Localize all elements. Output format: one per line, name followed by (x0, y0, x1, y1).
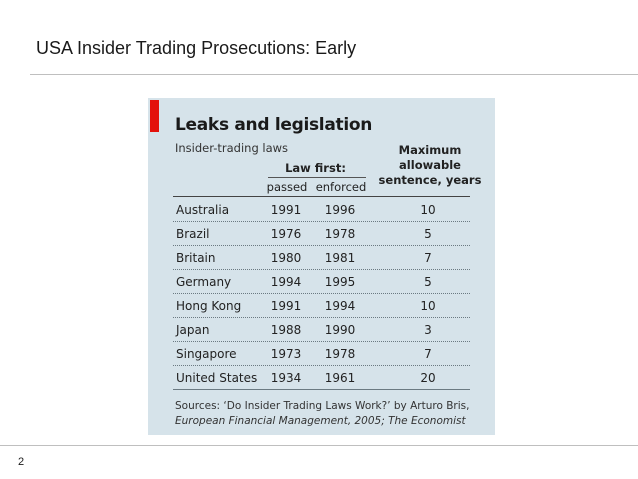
cell-enforced: 1995 (324, 275, 356, 289)
header-max-line1: Maximum (398, 143, 462, 157)
cell-max-sentence: 10 (420, 203, 436, 217)
cell-max-sentence: 10 (420, 299, 436, 313)
table-row: Britain 1980 1981 7 (173, 246, 470, 270)
graphic-subtitle: Insider-trading laws (175, 141, 289, 155)
law-first-underline (268, 177, 366, 178)
sources-line1: Sources: ‘Do Insider Trading Laws Work?’… (175, 400, 470, 412)
table-row: Singapore 1973 1978 7 (173, 342, 470, 366)
table-row: Japan 1988 1990 3 (173, 318, 470, 342)
cell-max-sentence: 7 (424, 251, 432, 265)
cell-passed: 1991 (270, 203, 302, 217)
graphic-sources: Sources: ‘Do Insider Trading Laws Work?’… (175, 399, 469, 429)
table-row: Australia 1991 1996 10 (173, 198, 470, 222)
header-law-first: Law first: (285, 161, 346, 175)
cell-passed: 1988 (270, 323, 302, 337)
footer-divider (0, 445, 638, 446)
graphic-title: Leaks and legislation (175, 115, 373, 135)
table-row: Hong Kong 1991 1994 10 (173, 294, 470, 318)
page-number: 2 (18, 456, 25, 468)
cell-enforced: 1961 (324, 371, 356, 385)
cell-enforced: 1990 (324, 323, 356, 337)
cell-max-sentence: 5 (424, 275, 432, 289)
table-row: Germany 1994 1995 5 (173, 270, 470, 294)
cell-enforced: 1978 (324, 227, 356, 241)
table-row: Brazil 1976 1978 5 (173, 222, 470, 246)
header-divider (173, 196, 470, 197)
header-max-sentence: Maximum allowable sentence, years (374, 143, 486, 188)
cell-passed: 1976 (270, 227, 302, 241)
title-divider (30, 74, 638, 75)
cell-passed: 1980 (270, 251, 302, 265)
header-max-line2: allowable (399, 158, 461, 172)
header-passed: passed (266, 180, 308, 194)
header-enforced: enforced (315, 180, 367, 194)
cell-enforced: 1994 (324, 299, 356, 313)
cell-max-sentence: 3 (424, 323, 432, 337)
cell-country: United States (176, 371, 258, 385)
cell-enforced: 1981 (324, 251, 356, 265)
leaks-legislation-graphic: Leaks and legislation Insider-trading la… (148, 98, 495, 435)
table-row: United States 1934 1961 20 (173, 366, 470, 390)
cell-country: Germany (176, 275, 232, 289)
cell-country: Japan (176, 323, 210, 337)
cell-max-sentence: 20 (420, 371, 436, 385)
brand-red-bar (150, 100, 159, 132)
cell-max-sentence: 5 (424, 227, 432, 241)
cell-passed: 1973 (270, 347, 302, 361)
cell-country: Hong Kong (176, 299, 242, 313)
cell-passed: 1934 (270, 371, 302, 385)
cell-passed: 1991 (270, 299, 302, 313)
cell-country: Singapore (176, 347, 237, 361)
cell-enforced: 1978 (324, 347, 356, 361)
cell-enforced: 1996 (324, 203, 356, 217)
slide-title: USA Insider Trading Prosecutions: Early (36, 38, 357, 58)
cell-country: Australia (176, 203, 230, 217)
table-body: Australia 1991 1996 10 Brazil 1976 1978 … (173, 198, 470, 390)
header-max-line3: sentence, years (378, 173, 482, 187)
cell-passed: 1994 (270, 275, 302, 289)
cell-country: Brazil (176, 227, 210, 241)
cell-max-sentence: 7 (424, 347, 432, 361)
sources-line2: European Financial Management, 2005; The… (175, 415, 466, 427)
cell-country: Britain (176, 251, 216, 265)
